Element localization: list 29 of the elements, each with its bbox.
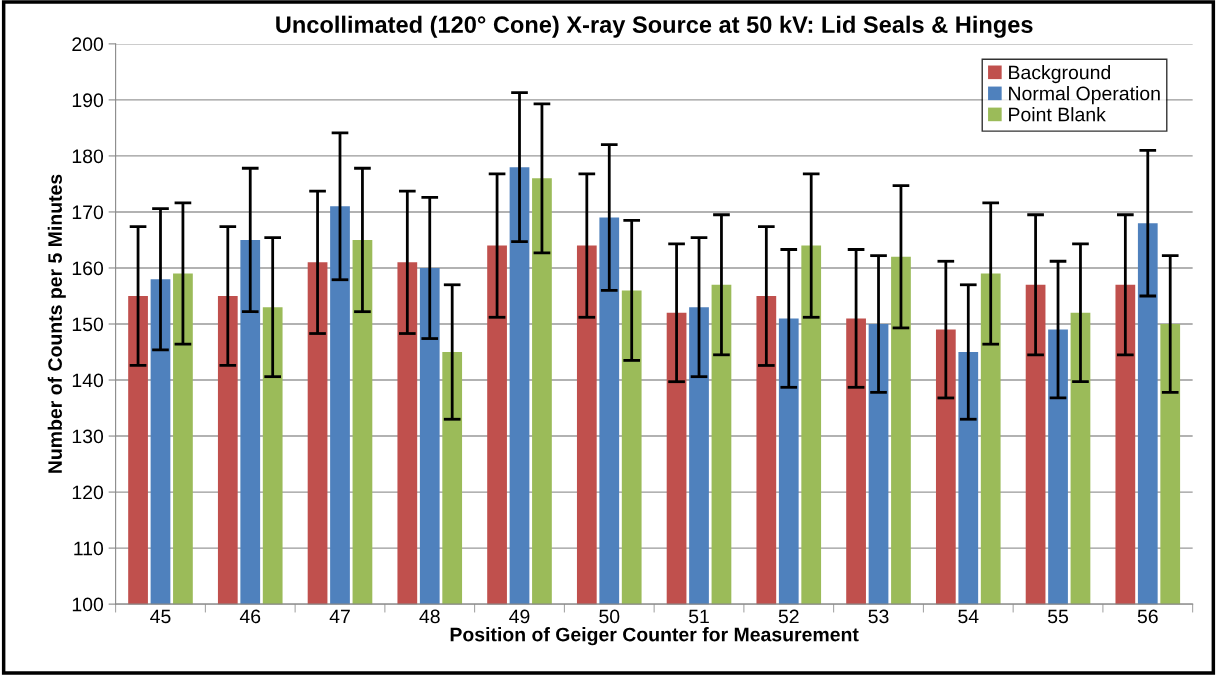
- x-tick-label: 51: [688, 609, 709, 624]
- y-tick-label: 200: [72, 37, 104, 52]
- x-tick-label: 52: [778, 609, 799, 624]
- legend-label: Background: [1009, 65, 1111, 84]
- x-tick-label: 49: [509, 609, 530, 624]
- x-tick-label: 53: [868, 609, 889, 624]
- y-tick-label: 140: [72, 373, 104, 388]
- legend-label: Normal Operation: [1009, 86, 1160, 105]
- x-tick-label: 45: [150, 609, 171, 624]
- x-tick-label: 56: [1137, 609, 1158, 624]
- y-tick-label: 130: [72, 429, 104, 444]
- y-tick-label: 110: [74, 541, 104, 556]
- y-tick-label: 120: [72, 485, 104, 500]
- y-tick-label: 150: [72, 317, 104, 332]
- y-tick-label: 180: [72, 149, 104, 164]
- x-axis-title: Position of Geiger Counter for Measurement: [450, 627, 859, 646]
- legend-label: Point Blank: [1009, 107, 1106, 122]
- x-tick-label: 46: [239, 609, 261, 624]
- y-tick-label: 100: [72, 597, 104, 612]
- y-axis-title: Number of Counts per 5 Minutes: [47, 174, 66, 473]
- x-tick-label: 47: [329, 609, 350, 624]
- y-tick-label: 190: [72, 93, 104, 108]
- y-tick-label: 170: [72, 205, 104, 220]
- x-tick-label: 55: [1047, 609, 1069, 624]
- chart-title: Uncollimated (120° Cone) X-ray Source at 50 kV: Lid Seals & Hinges: [276, 15, 1033, 38]
- x-tick-label: 48: [419, 609, 440, 624]
- x-tick-label: 50: [599, 609, 620, 624]
- y-tick-label: 160: [72, 261, 104, 276]
- x-tick-label: 54: [958, 609, 979, 624]
